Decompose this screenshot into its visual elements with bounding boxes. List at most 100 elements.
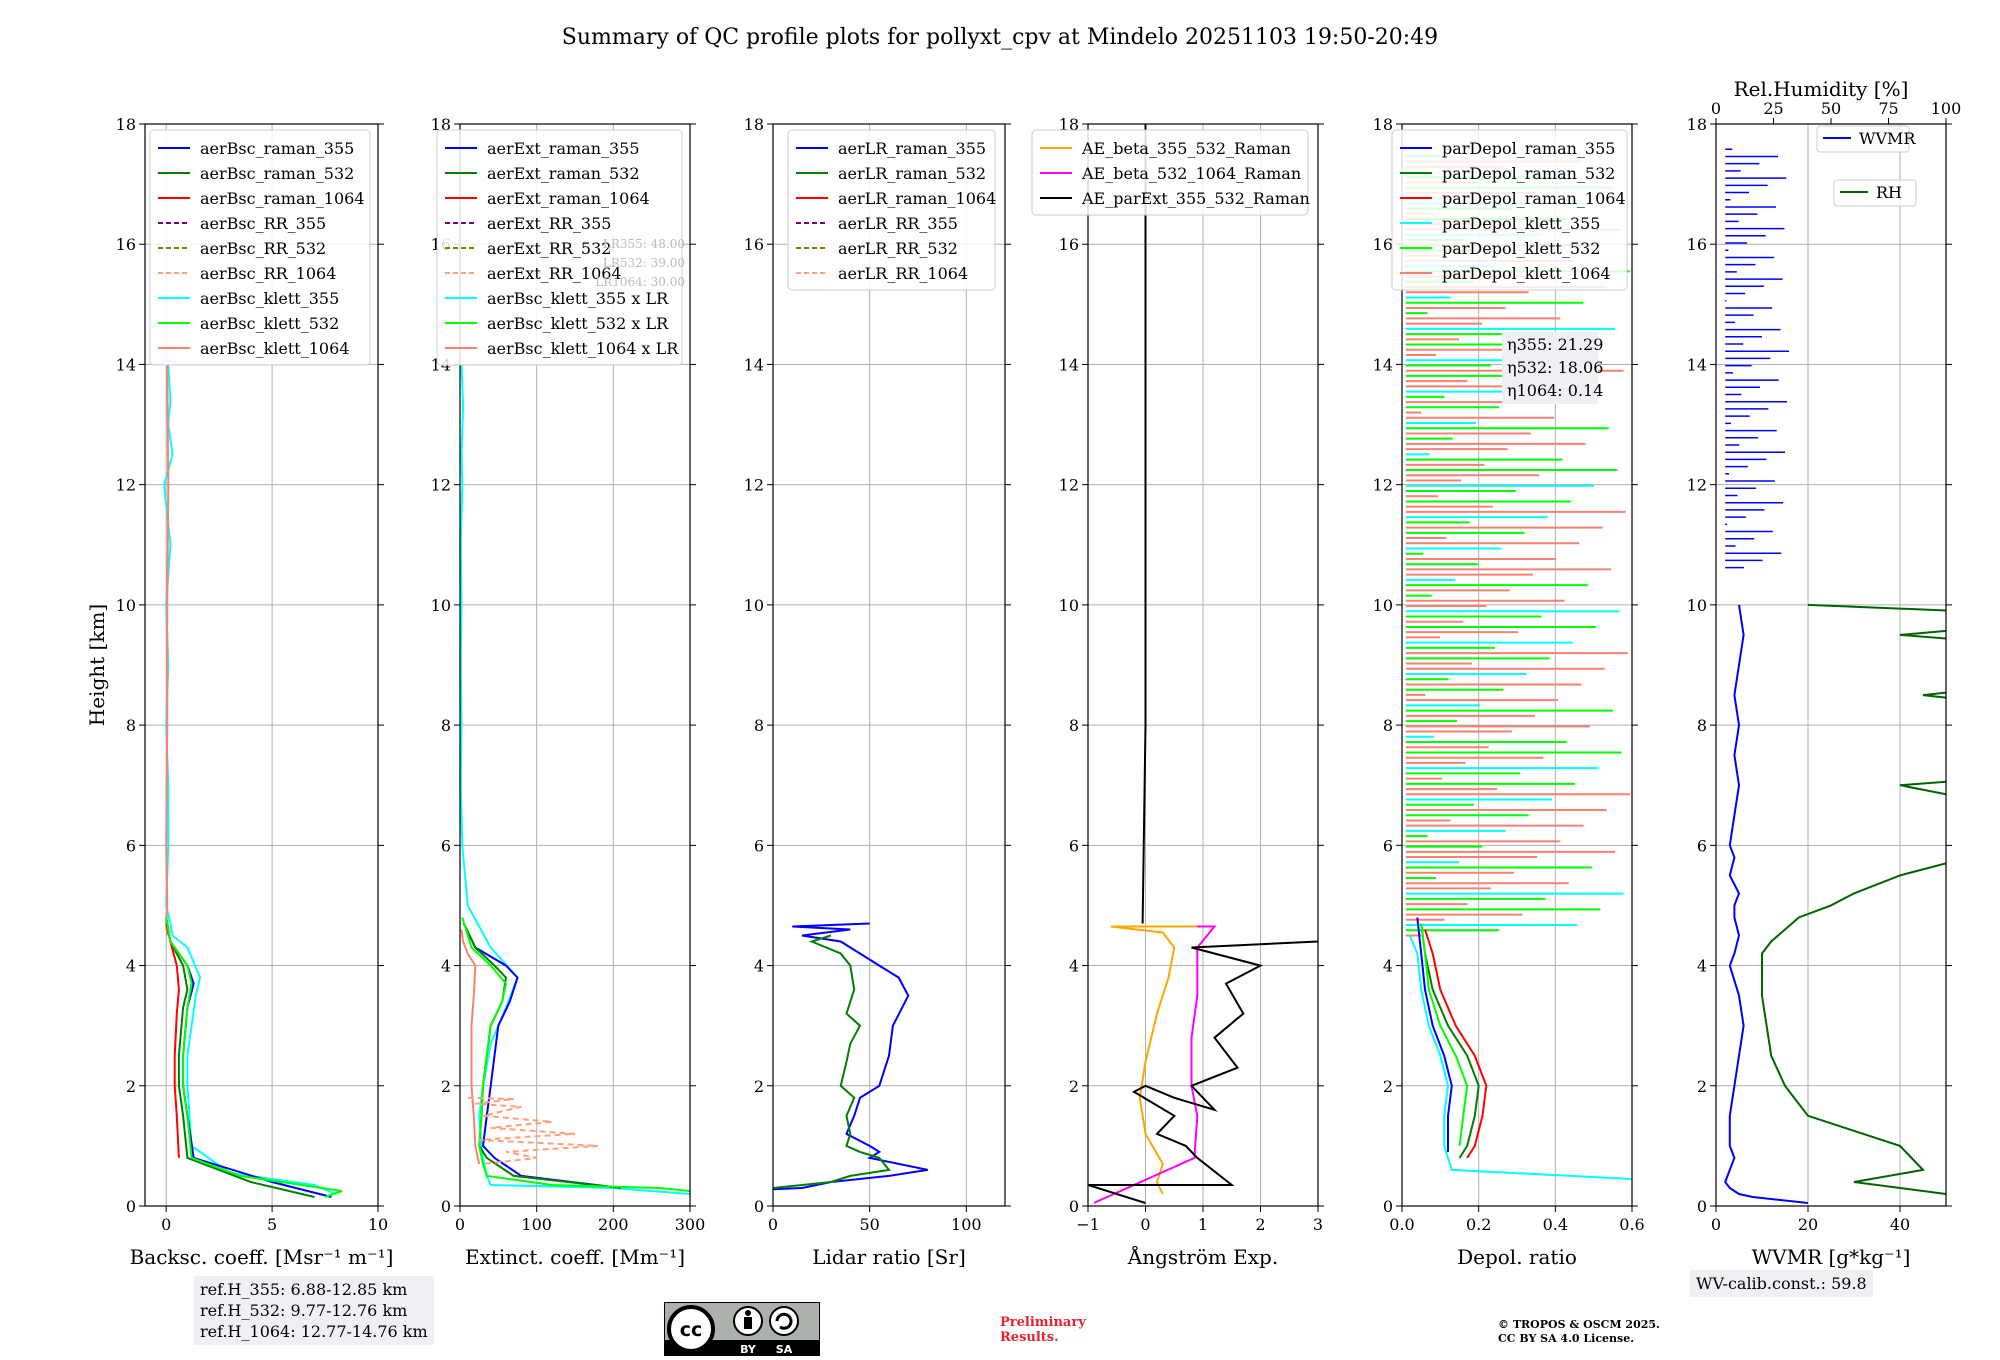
series-aerlr-raman-532 (773, 934, 891, 1189)
series-aerbsc-klett-532-x-lr (461, 917, 690, 1192)
legend-entry-aerbsc-raman-1064: aerBsc_raman_1064 (200, 189, 365, 208)
ae-x-tick-label: 0 (1140, 1215, 1150, 1234)
ae-y-tick-label: 2 (1069, 1077, 1079, 1096)
eta-annotation: η355: 21.29 (1507, 335, 1603, 354)
legend-entry-aerext-rr-532: aerExt_RR_532 (487, 239, 611, 258)
ext-y-tick-label: 10 (431, 596, 451, 615)
bsc-y-tick-label: 10 (116, 596, 136, 615)
share-alike-icon (769, 1306, 799, 1336)
bsc-series-group (163, 364, 343, 1198)
legend-entry-aerext-raman-532: aerExt_raman_532 (487, 164, 640, 183)
ae-x-tick-label: 1 (1198, 1215, 1208, 1234)
legend-entry-aerext-rr-355: aerExt_RR_355 (487, 214, 611, 233)
legend-entry-pardepol-klett-1064: parDepol_klett_1064 (1442, 264, 1611, 283)
panel-depol: 0.0 0.2 0.4 0.6 Depol. ratio 0 2 4 6 8 10 12 14 16 18 p… (1373, 115, 1645, 1269)
bsc-y-tick-label: 16 (116, 235, 136, 254)
series-aerbsc-raman-532 (165, 917, 315, 1198)
bsc-x-tick-label: 0 (161, 1215, 171, 1234)
bsc-y-tick-label: 2 (126, 1077, 136, 1096)
ext-series-group (460, 364, 690, 1195)
bsc-x-tick-label: 5 (267, 1215, 277, 1234)
wv-y-tick-label: 0 (1697, 1197, 1707, 1216)
legend-entry-aerbsc-klett-532: aerBsc_klett_532 (200, 314, 339, 333)
depol-y-tick-label: 6 (1383, 836, 1393, 855)
legend-entry-aerext-raman-1064: aerExt_raman_1064 (487, 189, 650, 208)
series-pardepol-klett-532 (1420, 923, 1469, 1147)
wv-y-tick-label: 14 (1687, 355, 1707, 374)
panel-bsc: 0 5 10 Backsc. coeff. [Msr⁻¹ m⁻¹] 0 2 4 6 8 10 12 1… (116, 115, 394, 1269)
legend-entry-aerbsc-klett-1064: aerBsc_klett_1064 (200, 339, 349, 358)
legend-entry-pardepol-raman-1064: parDepol_raman_1064 (1442, 189, 1626, 208)
cc-logo-icon (667, 1305, 715, 1353)
lr-x-axis-label: Lidar ratio [Sr] (812, 1245, 966, 1269)
legend-entry-ae-parext-355-532-raman: AE_parExt_355_532_Raman (1081, 189, 1310, 208)
legend-entry-aerext-rr-1064: aerExt_RR_1064 (487, 264, 622, 283)
legend-box-wvmr (1816, 125, 1910, 153)
ext-x-tick-label: 300 (675, 1215, 706, 1234)
depol-y-tick-label: 4 (1383, 957, 1393, 976)
reference-height-box: ref.H_355: 6.88-12.85 km ref.H_532: 9.77… (194, 1276, 434, 1345)
depol-axes-frame (1401, 123, 1633, 1207)
wv-y-tick-label: 4 (1697, 957, 1707, 976)
legend-entry-aerbsc-klett-355-x-lr: aerBsc_klett_355 x LR (487, 289, 669, 308)
ext-y-tick-label: 4 (441, 957, 451, 976)
legend-entry-ae-beta-532-1064-raman: AE_beta_532_1064_Raman (1081, 164, 1301, 183)
ext-y-tick-label: 6 (441, 836, 451, 855)
lr-y-tick-label: 4 (754, 957, 764, 976)
series-ae-beta-355-532-raman (1110, 925, 1215, 1195)
bsc-x-axis-label: Backsc. coeff. [Msr⁻¹ m⁻¹] (130, 1245, 394, 1269)
legend-entry-aerext-raman-355: aerExt_raman_355 (487, 139, 640, 158)
wv-x-tick-label: 20 (1798, 1215, 1818, 1234)
lr-annotation: LR355: 48.00 (603, 237, 685, 251)
legend-entry-aerbsc-klett-355: aerBsc_klett_355 (200, 289, 339, 308)
ext-x-tick-label: 200 (598, 1215, 629, 1234)
depol-legend-box (1391, 129, 1628, 291)
series-aerbsc-raman-1064 (165, 923, 180, 1158)
bsc-legend-box (149, 129, 371, 366)
wv-y-tick-label: 10 (1687, 596, 1707, 615)
ext-x-axis-label: Extinct. coeff. [Mm⁻¹] (465, 1245, 685, 1269)
cc-sa-text: SA (776, 1343, 793, 1356)
cc-by-text: BY (740, 1343, 757, 1356)
legend-entry-aerbsc-klett-1064-x-lr: aerBsc_klett_1064 x LR (487, 339, 679, 358)
cc-logo-text: cc (680, 1319, 703, 1341)
bsc-y-tick-label: 14 (116, 355, 136, 374)
wv-x-axis-label: WVMR [g*kg⁻¹] (1752, 1245, 1911, 1269)
ae-x-tick-label: 2 (1255, 1215, 1265, 1234)
legend-entry-aerlr-rr-355: aerLR_RR_355 (838, 214, 958, 233)
legend-entry-aerlr-raman-532: aerLR_raman_532 (838, 164, 986, 183)
ext-y-tick-label: 18 (431, 115, 451, 134)
lr-x-tick-label: 50 (859, 1215, 879, 1234)
ext-y-tick-label: 8 (441, 716, 451, 735)
ae-x-axis-label: Ångström Exp. (1127, 1244, 1278, 1269)
series-aerbsc-klett-1064-x-lr (460, 929, 481, 1165)
legend-entry-wvmr: WVMR (1859, 129, 1916, 148)
legend-entry-pardepol-raman-355: parDepol_raman_355 (1442, 139, 1615, 158)
figure-title: Summary of QC profile plots for pollyxt_… (562, 25, 1438, 50)
bsc-y-tick-label: 8 (126, 716, 136, 735)
depol-y-tick-label: 8 (1383, 716, 1393, 735)
series-pardepol-raman-532 (1420, 923, 1480, 1159)
bsc-y-tick-label: 12 (116, 476, 136, 495)
wv-y-tick-label: 16 (1687, 235, 1707, 254)
depol-series-group (1405, 155, 1632, 1180)
lr-y-tick-label: 8 (754, 716, 764, 735)
depol-x-tick-label: 0.4 (1543, 1215, 1568, 1234)
series-ae-parext-355-532-raman-low- (1088, 940, 1318, 1204)
wv-series-group (1724, 148, 1946, 1204)
series-wvmr (1724, 604, 1809, 1204)
ae-y-tick-label: 12 (1059, 476, 1079, 495)
ext-y-tick-label: 2 (441, 1077, 451, 1096)
ext-x-tick-label: 100 (521, 1215, 552, 1234)
depol-y-tick-label: 0 (1383, 1197, 1393, 1216)
wv-y-tick-label: 12 (1687, 476, 1707, 495)
wv-y-tick-label: 18 (1687, 115, 1707, 134)
bsc-axes-frame (144, 123, 379, 1207)
legend-entry-aerlr-rr-532: aerLR_RR_532 (838, 239, 958, 258)
depol-y-tick-label: 10 (1373, 596, 1393, 615)
